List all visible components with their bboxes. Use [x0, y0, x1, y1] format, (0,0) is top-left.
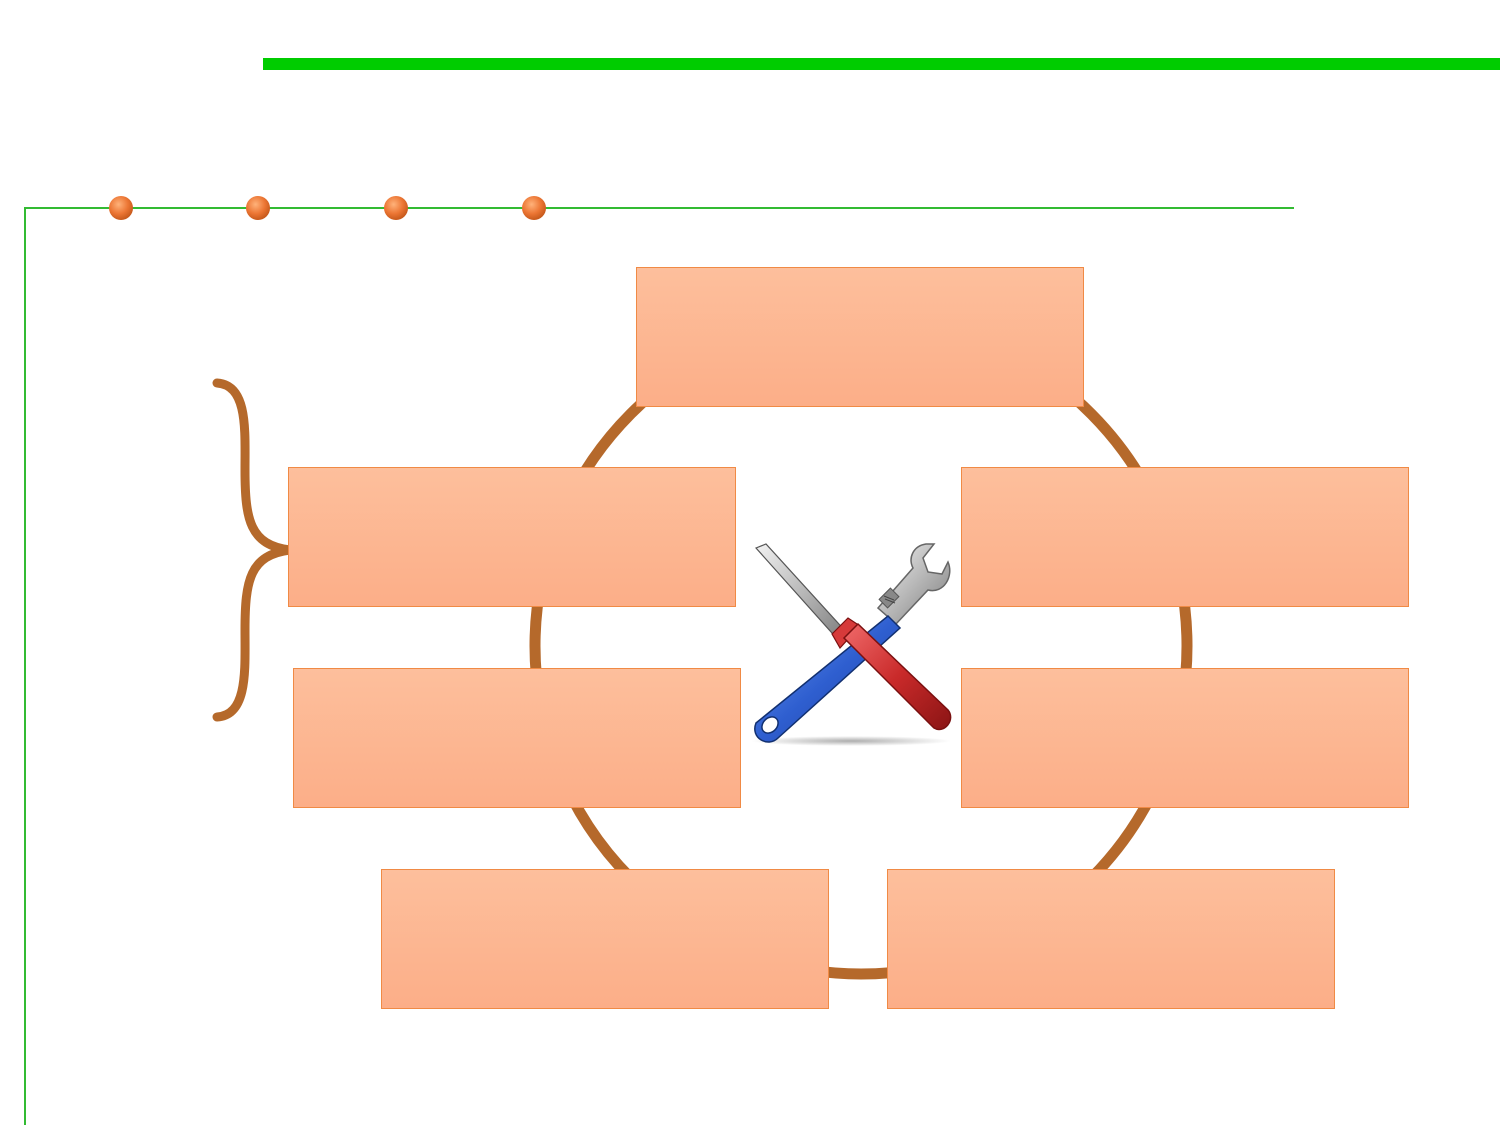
curly-brace	[212, 378, 291, 722]
diagram-box-lower-left	[293, 668, 741, 808]
diagram-box-top	[636, 267, 1084, 407]
diagram-box-middle-left	[288, 467, 736, 607]
diagram-box-lower-right	[961, 668, 1409, 808]
diagram-box-bottom-right	[887, 869, 1335, 1009]
decor-dot-1	[109, 196, 133, 220]
tools-icon	[751, 543, 952, 746]
diagram-box-bottom-left	[381, 869, 829, 1009]
decor-dot-2	[246, 196, 270, 220]
decor-dot-4	[522, 196, 546, 220]
screwdriver-icon	[754, 543, 952, 731]
diagram-box-middle-right	[961, 467, 1409, 607]
title-underline-bar	[263, 58, 1500, 70]
decor-dot-3	[384, 196, 408, 220]
